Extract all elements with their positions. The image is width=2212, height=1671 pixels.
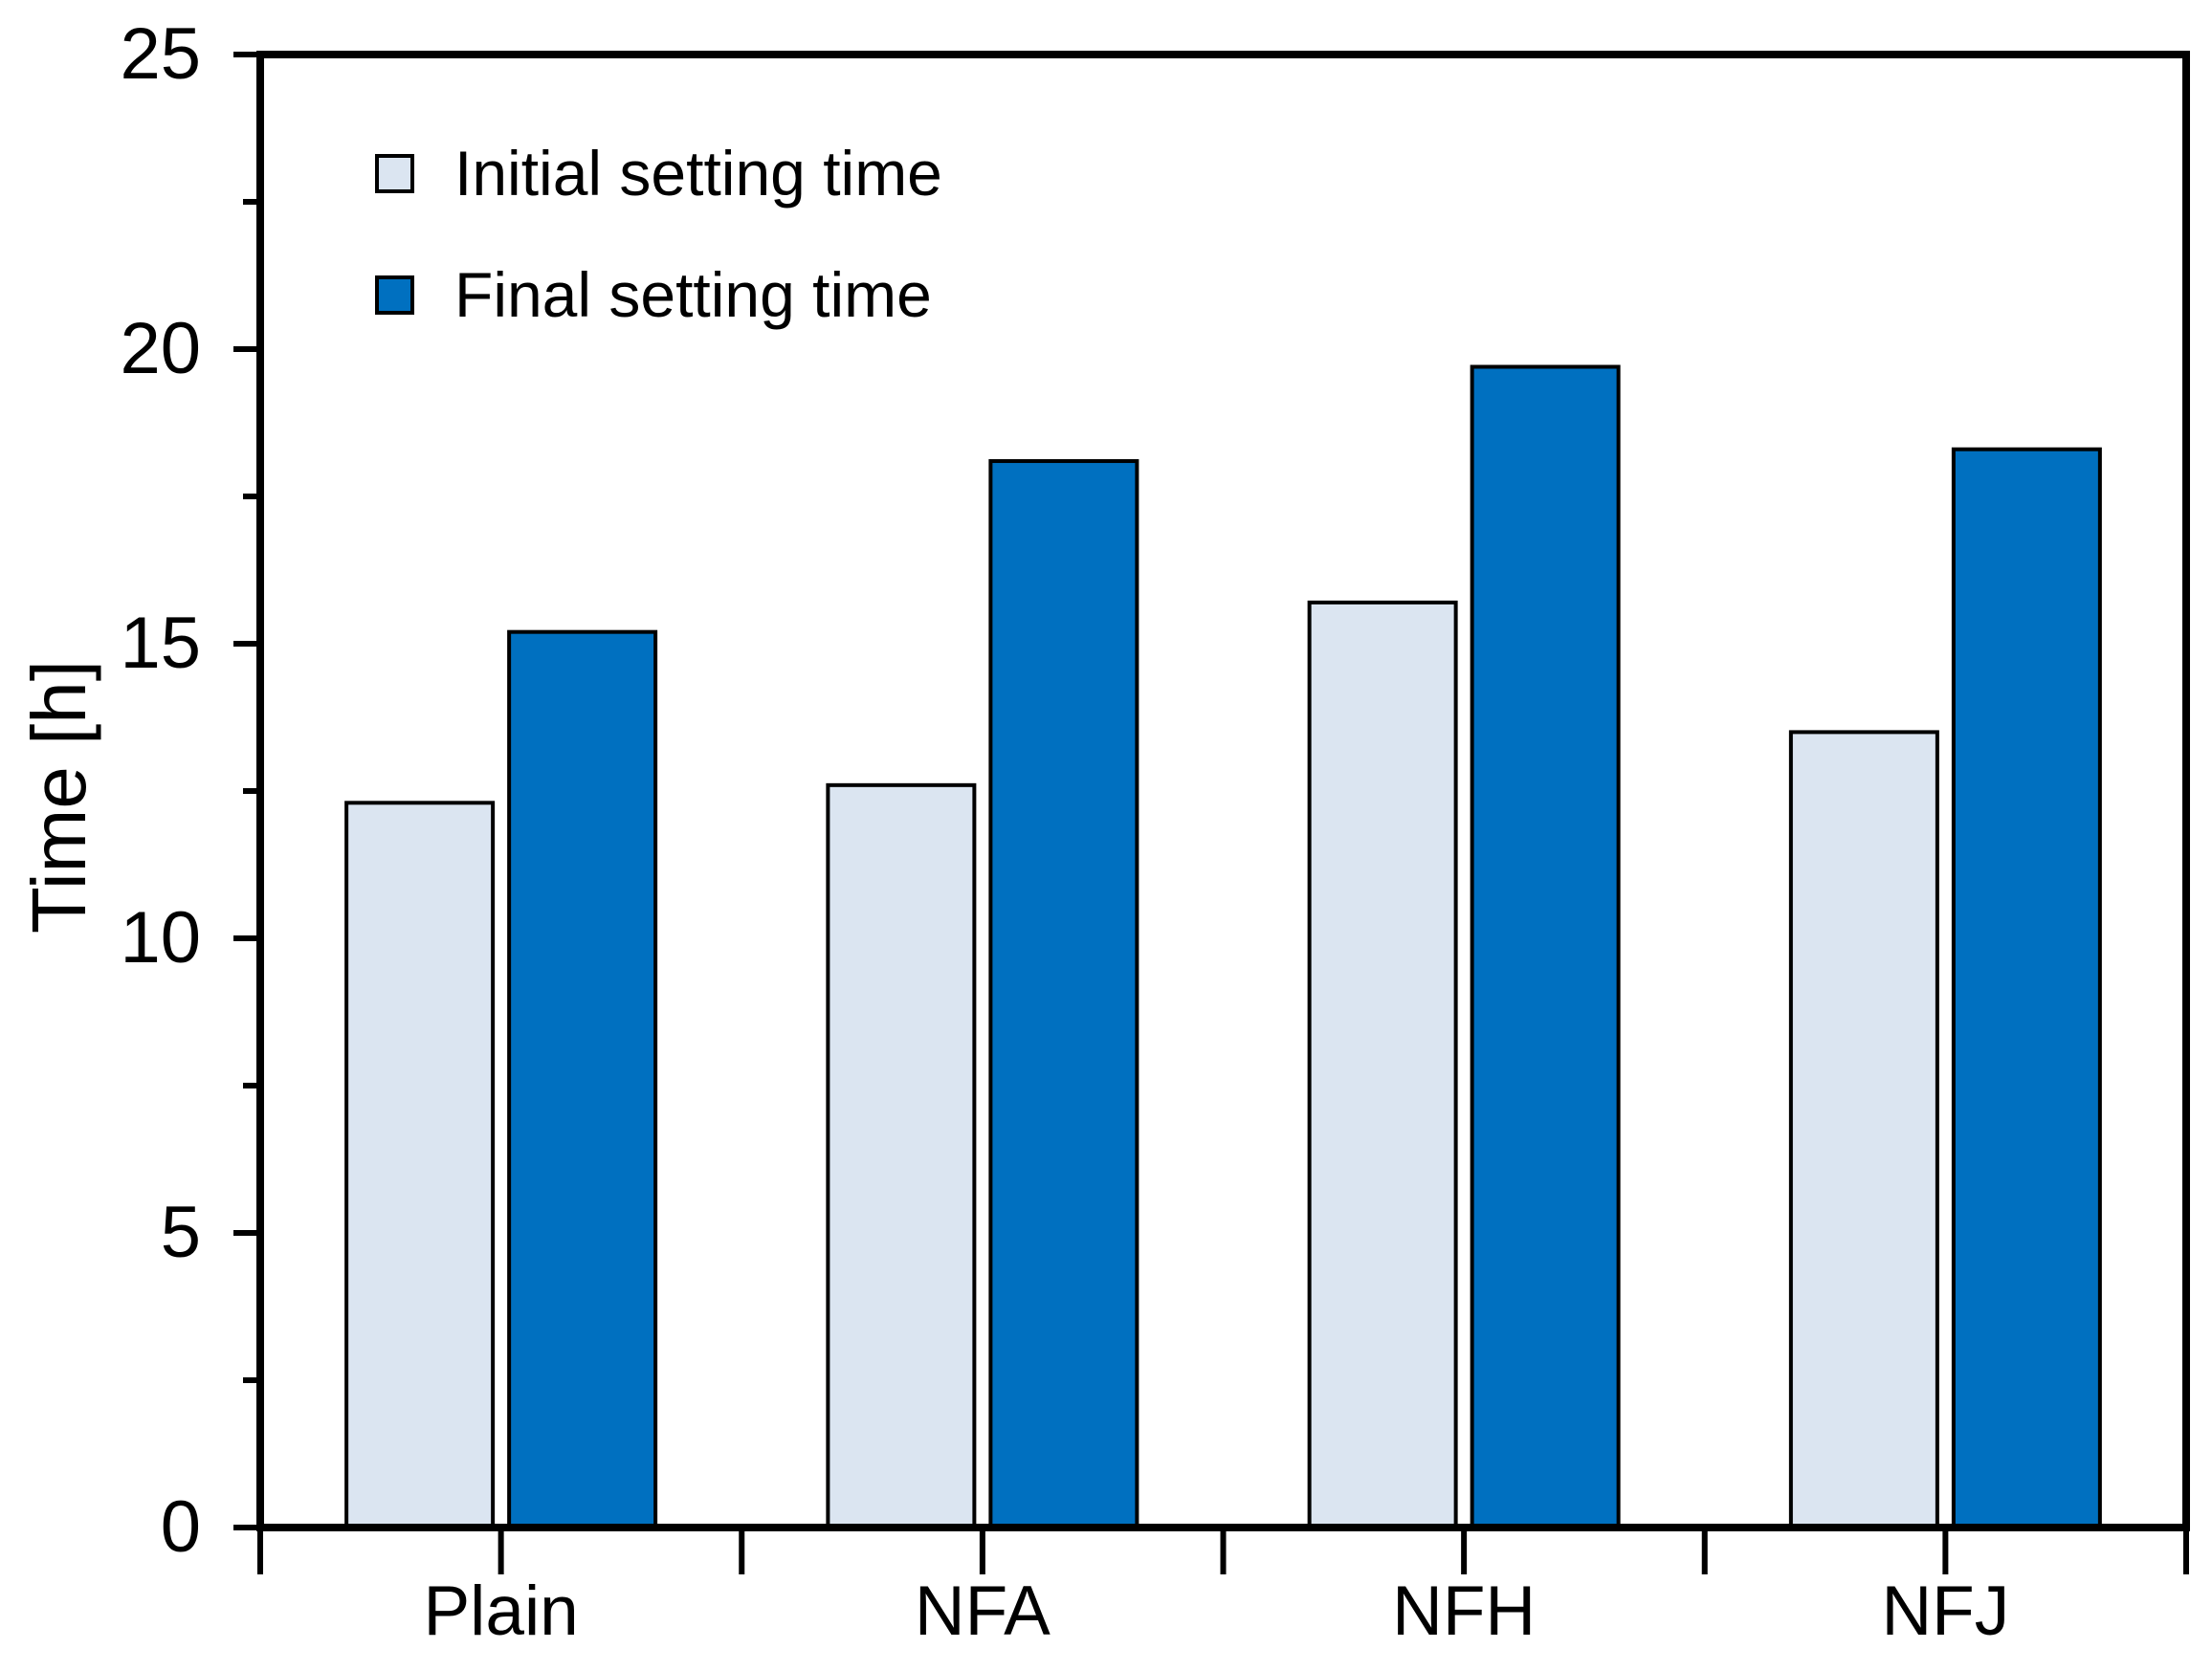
bar-plain-final: [507, 629, 658, 1529]
bar-plain-initial: [344, 801, 496, 1529]
bar-nfj-initial: [1788, 730, 1939, 1529]
x-category-label-nfa: NFA: [914, 1572, 1051, 1650]
legend-swatch-final-icon: [375, 275, 414, 315]
legend-label-initial: Initial setting time: [454, 138, 942, 209]
bar-nfa-initial: [826, 782, 977, 1529]
legend-item-initial-setting-time: Initial setting time: [375, 138, 942, 209]
bar-nfh-initial: [1307, 600, 1458, 1529]
y-tick-label-20: 20: [120, 308, 201, 389]
legend-label-final: Final setting time: [454, 259, 932, 330]
axis-frame: [256, 51, 2190, 1531]
y-tick-label-15: 15: [120, 603, 201, 684]
bar-nfa-final: [988, 459, 1139, 1529]
x-category-label-nfh: NFH: [1392, 1572, 1537, 1650]
y-axis-title: Time [h]: [16, 660, 101, 934]
bar-nfj-final: [1951, 447, 2102, 1530]
x-category-label-plain: Plain: [423, 1572, 579, 1650]
legend-swatch-initial-icon: [375, 153, 414, 193]
y-tick-label-25: 25: [120, 13, 201, 95]
y-tick-label-10: 10: [120, 897, 201, 978]
x-category-label-nfj: NFJ: [1881, 1572, 2010, 1650]
bar-nfh-final: [1470, 364, 1621, 1530]
y-tick-label-0: 0: [160, 1486, 201, 1568]
legend: Initial setting time Final setting time: [375, 138, 942, 386]
y-tick-label-5: 5: [160, 1192, 201, 1273]
legend-item-final-setting-time: Final setting time: [375, 259, 942, 330]
